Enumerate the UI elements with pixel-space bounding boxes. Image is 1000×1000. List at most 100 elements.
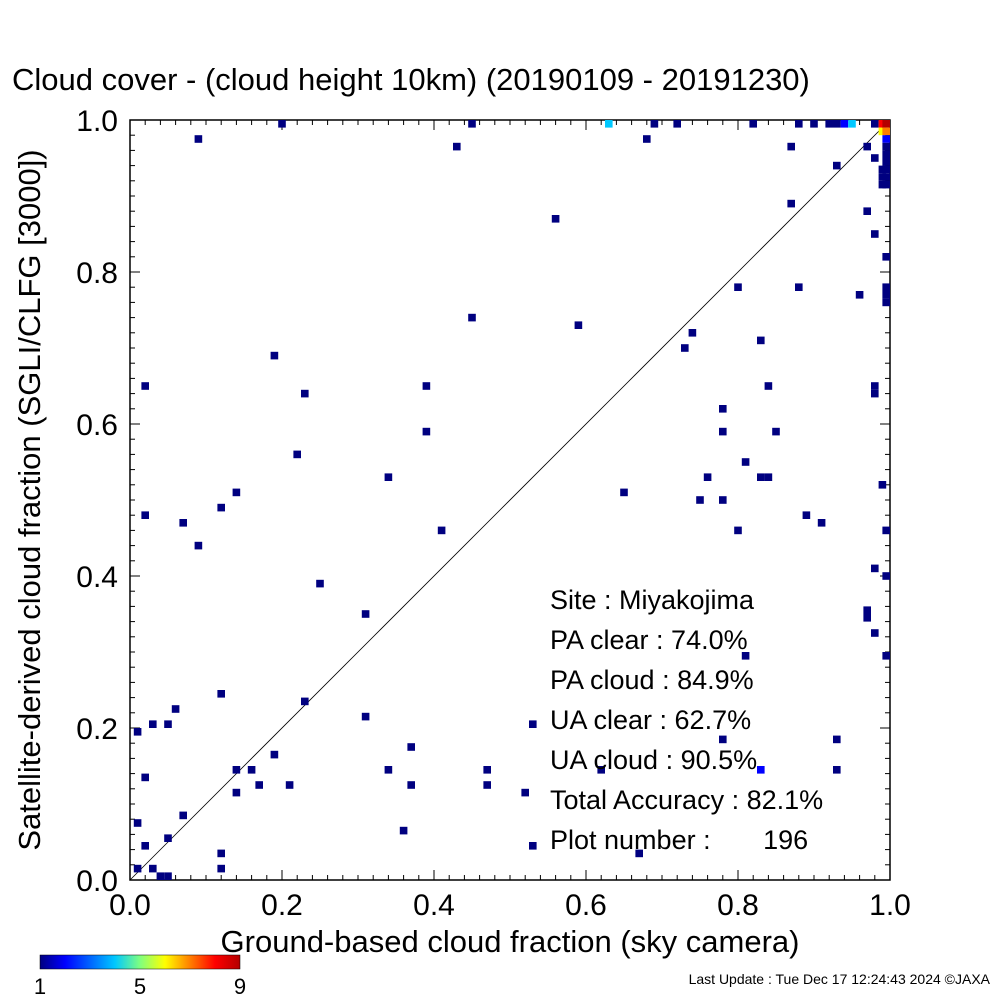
data-point — [194, 541, 203, 550]
data-point — [871, 629, 879, 637]
data-point — [882, 291, 890, 299]
data-point — [422, 427, 431, 436]
data-point — [802, 511, 811, 519]
data-point — [574, 321, 583, 329]
data-point — [407, 781, 415, 789]
data-point — [453, 142, 461, 151]
data-point — [232, 488, 241, 497]
data-point — [871, 154, 879, 162]
y-tick-label: 0.6 — [76, 409, 118, 442]
data-point — [734, 526, 742, 535]
x-tick-labels: 0.0 0.2 0.4 0.6 0.8 1.0 — [109, 889, 911, 922]
x-tick-label: 0.0 — [109, 889, 151, 922]
data-point — [407, 743, 415, 751]
data-point — [529, 720, 537, 728]
data-point — [871, 230, 879, 238]
data-point — [270, 750, 279, 759]
data-point — [882, 127, 890, 136]
data-point — [232, 766, 241, 774]
data-point — [171, 705, 180, 713]
data-point — [437, 526, 446, 535]
data-point — [635, 849, 643, 858]
data-point — [399, 826, 408, 835]
data-point — [882, 165, 890, 174]
data-point — [795, 283, 803, 291]
data-point — [878, 165, 887, 174]
data-point — [422, 382, 431, 390]
data-point — [270, 351, 279, 360]
data-point — [719, 735, 727, 744]
data-point — [293, 450, 301, 459]
data-point — [483, 766, 491, 774]
data-point — [817, 519, 826, 527]
data-point — [483, 781, 491, 789]
data-point — [597, 766, 605, 774]
data-point — [301, 697, 309, 706]
colorbar-label: 9 — [234, 974, 246, 999]
data-point — [863, 614, 871, 622]
x-tick-label: 1.0 — [869, 889, 911, 922]
stat-ua-cloud: UA cloud : 90.5% — [550, 745, 757, 775]
data-point — [757, 336, 765, 345]
data-point — [719, 427, 727, 436]
y-tick-label: 0.2 — [76, 713, 118, 746]
data-point — [681, 344, 689, 352]
data-point — [149, 720, 157, 728]
stat-pa-clear: PA clear : 74.0% — [550, 625, 748, 655]
data-point — [696, 496, 704, 504]
data-point — [882, 173, 890, 181]
data-point — [764, 473, 773, 481]
one-to-one-line — [129, 119, 891, 881]
data-point — [673, 120, 681, 128]
data-points — [133, 120, 890, 880]
stat-plot-number: Plot number : 196 — [550, 825, 808, 855]
data-point — [878, 120, 887, 128]
data-point — [133, 864, 142, 873]
data-point — [232, 788, 241, 797]
data-point — [741, 652, 750, 660]
data-point — [361, 610, 370, 618]
stat-site: Site : Miyakojima — [550, 585, 755, 615]
colorbar-label: 1 — [34, 974, 46, 999]
data-point — [863, 606, 871, 614]
statistics: Site : Miyakojima PA clear : 74.0% PA cl… — [550, 585, 823, 855]
data-point — [882, 283, 890, 291]
plot-area — [129, 119, 891, 881]
data-point — [133, 728, 142, 736]
data-point — [787, 199, 795, 208]
data-point — [882, 135, 890, 143]
data-point — [141, 842, 149, 850]
data-point — [164, 720, 172, 728]
data-point — [871, 382, 879, 390]
data-point — [764, 382, 773, 390]
y-tick-label: 0.0 — [76, 865, 118, 898]
data-point — [133, 819, 142, 827]
data-point — [882, 572, 890, 580]
data-point — [164, 834, 172, 842]
data-point — [217, 864, 225, 873]
data-point — [719, 496, 727, 504]
data-point — [141, 511, 149, 519]
data-point — [741, 458, 750, 466]
stat-pa-cloud: PA cloud : 84.9% — [550, 665, 754, 695]
data-point — [871, 564, 879, 573]
data-point — [882, 120, 890, 128]
data-point — [833, 735, 841, 744]
data-point — [882, 298, 890, 307]
data-point — [361, 712, 370, 721]
data-point — [141, 382, 149, 390]
data-point — [643, 135, 651, 143]
data-point — [863, 142, 871, 151]
data-point — [194, 135, 203, 143]
data-point — [703, 473, 712, 481]
data-point — [833, 161, 841, 170]
data-point — [217, 849, 225, 858]
data-point — [285, 781, 294, 789]
data-point — [719, 405, 727, 413]
data-point — [384, 473, 393, 481]
data-point — [217, 503, 225, 512]
data-point — [650, 120, 659, 128]
data-point — [882, 180, 890, 189]
data-point — [878, 180, 887, 189]
